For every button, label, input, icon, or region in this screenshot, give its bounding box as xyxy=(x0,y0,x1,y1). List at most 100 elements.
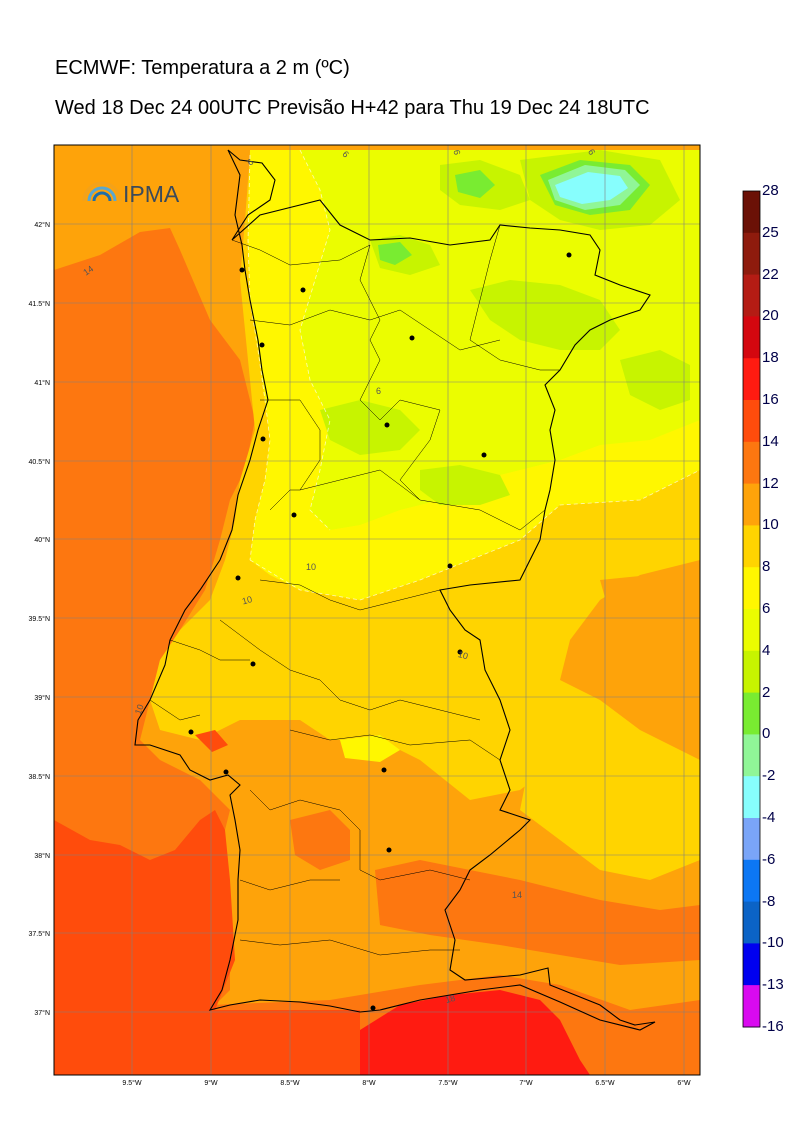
colorbar-label: -13 xyxy=(762,976,784,994)
colorbar-segment xyxy=(743,483,760,526)
colorbar-segment xyxy=(743,901,760,944)
city-marker xyxy=(235,575,241,581)
lat-label: 39.5°N xyxy=(29,615,50,623)
city-markers xyxy=(188,252,572,1011)
graticule xyxy=(54,145,700,1075)
city-marker xyxy=(188,729,194,735)
colorbar-label: 28 xyxy=(762,182,779,199)
contour-label: 14 xyxy=(81,264,95,278)
lat-label: 37°N xyxy=(34,1009,50,1017)
colorbar-label: -16 xyxy=(762,1018,784,1035)
logo-text: IPMA xyxy=(123,181,180,207)
colorbar-label: 22 xyxy=(762,265,779,283)
colorbar-label: -6 xyxy=(762,850,776,868)
colorbar-label: 6 xyxy=(762,600,771,617)
lat-label: 37.5°N xyxy=(29,930,50,938)
colorbar-segment xyxy=(743,692,760,735)
colorbar-segment xyxy=(743,776,760,819)
city-marker xyxy=(481,452,487,458)
contour-label: 6 xyxy=(586,147,597,156)
colorbar-label: -4 xyxy=(762,809,776,826)
lat-label: 39°N xyxy=(34,694,50,702)
colorbar-segment xyxy=(743,441,760,485)
lon-label: 7°W xyxy=(519,1079,533,1087)
colorbar-label: 10 xyxy=(762,516,779,534)
lon-label: 6.5°W xyxy=(595,1079,615,1087)
colorbar-label: 14 xyxy=(762,432,779,450)
colorbar-label: -8 xyxy=(762,892,776,910)
city-marker xyxy=(386,847,392,853)
district-borders xyxy=(149,224,560,956)
city-marker xyxy=(300,287,306,293)
lat-label: 41°N xyxy=(34,379,50,387)
latitude-axis: 42°N 41.5°N 41°N 40.5°N 40°N 39.5°N 39°N… xyxy=(29,221,50,1017)
contour-label: 10 xyxy=(241,594,253,606)
lat-label: 40°N xyxy=(34,536,50,544)
lat-label: 40.5°N xyxy=(29,458,50,466)
colorbar-label: 0 xyxy=(762,725,771,743)
city-marker xyxy=(370,1005,376,1011)
colorbar-label: 2 xyxy=(762,683,771,701)
lon-label: 9°W xyxy=(204,1079,218,1087)
colorbar-segment xyxy=(743,191,760,234)
contour-label: 6 xyxy=(376,386,381,396)
colorbar-label: 18 xyxy=(762,349,779,367)
colorbar-label: 4 xyxy=(762,641,771,659)
colorbar-label: 8 xyxy=(762,558,771,576)
colorbar-segment xyxy=(743,859,760,903)
colorbar-segment xyxy=(743,525,760,568)
colorbar xyxy=(742,190,761,1028)
colorbar-segment xyxy=(743,567,760,610)
colorbar-segment xyxy=(743,650,760,694)
city-marker xyxy=(447,563,453,569)
city-marker xyxy=(384,422,390,428)
city-marker xyxy=(457,649,463,655)
contour-label: 10 xyxy=(457,649,469,661)
contour-label: 10 xyxy=(306,562,316,572)
lat-label: 38.5°N xyxy=(29,773,50,781)
colorbar-segment xyxy=(743,274,760,317)
lon-label: 7.5°W xyxy=(438,1079,458,1087)
colorbar-segment xyxy=(743,985,760,1027)
colorbar-segment xyxy=(743,818,760,861)
lon-label: 9.5°W xyxy=(122,1079,142,1087)
lon-label: 8°W xyxy=(362,1079,376,1087)
colorbar-segment xyxy=(743,734,760,777)
colorbar-label: 20 xyxy=(762,307,779,325)
map-frame xyxy=(53,144,701,1076)
lat-label: 42°N xyxy=(34,221,50,229)
colorbar-label: 12 xyxy=(762,474,779,492)
colorbar-label: 25 xyxy=(762,223,779,241)
contour-labels: 14 6 6 6 6 6 10 10 10 10 14 18 xyxy=(81,147,597,1005)
lon-label: 6°W xyxy=(677,1079,691,1087)
colorbar-segment xyxy=(743,400,760,443)
colorbar-segment xyxy=(743,232,760,276)
contour-label: 18 xyxy=(444,993,456,1005)
colorbar-label: -2 xyxy=(762,767,776,785)
contour-label: 10 xyxy=(133,703,146,716)
lon-label: 8.5°W xyxy=(280,1079,300,1087)
contour-label: 14 xyxy=(512,890,522,900)
city-marker xyxy=(260,436,266,442)
colorbar-segment xyxy=(743,358,760,401)
city-marker xyxy=(409,335,415,341)
colorbar-label: -10 xyxy=(762,934,784,952)
temperature-field xyxy=(54,145,700,1075)
city-marker xyxy=(250,661,256,667)
map-subtitle: Wed 18 Dec 24 00UTC Previsão H+42 para T… xyxy=(55,97,650,119)
colorbar-frame xyxy=(742,190,761,1028)
colorbar-segment xyxy=(743,609,760,652)
city-marker xyxy=(239,267,245,273)
city-marker xyxy=(566,252,572,258)
city-marker xyxy=(291,512,297,518)
colorbar-segment xyxy=(743,316,760,359)
lat-label: 38°N xyxy=(34,852,50,860)
colorbar-label: 16 xyxy=(762,391,779,408)
longitude-axis: 9.5°W 9°W 8.5°W 8°W 7.5°W 7°W 6.5°W 6°W xyxy=(122,1079,691,1087)
map-title: ECMWF: Temperatura a 2 m (ºC) xyxy=(55,57,350,79)
city-marker xyxy=(259,342,265,348)
country-outline xyxy=(134,149,656,1031)
city-marker xyxy=(223,769,229,775)
city-marker xyxy=(381,767,387,773)
